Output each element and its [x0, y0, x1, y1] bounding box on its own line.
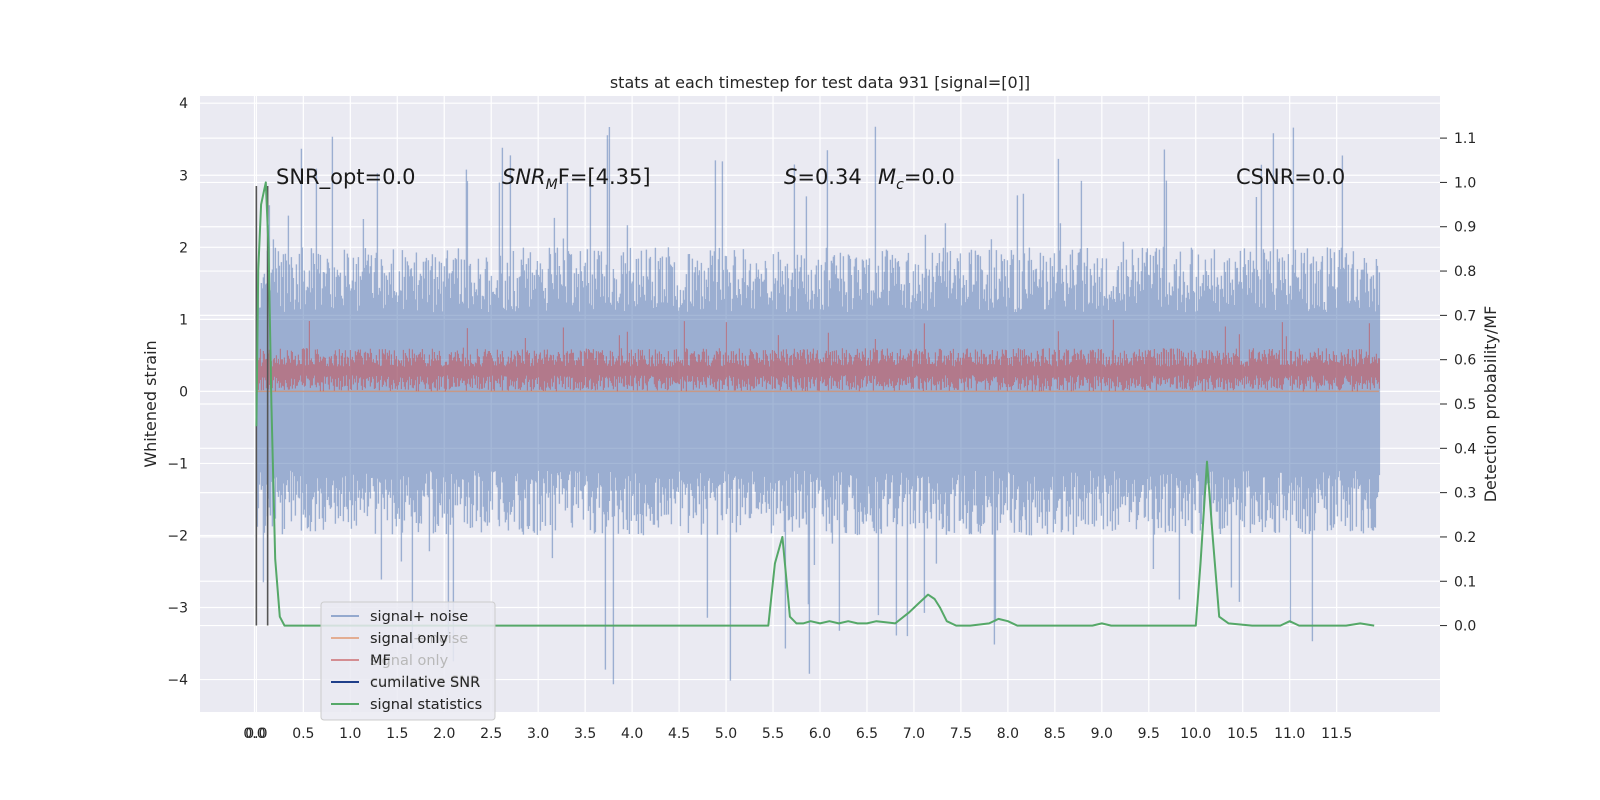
legend-ghost-3: signal statistics [370, 697, 482, 713]
mc-tail: =0.0 [904, 165, 955, 189]
mc-main: M [878, 165, 896, 189]
tick-labels: 0.0 0.0 0.5 1.0 1.5 2.0 2.5 3.0 3.5 4.0 4.5 5.0 5.5 6… [167, 96, 1476, 742]
y-tick-label: 3 [179, 168, 188, 184]
x-tick-label: 11.5 [1321, 726, 1352, 742]
y2-tick-label: 0.3 [1454, 486, 1476, 502]
y2-tick-label: 0.5 [1454, 397, 1476, 413]
x-tick-label: 3.0 [527, 726, 549, 742]
x-tick-label: 6.5 [856, 726, 878, 742]
legend-label-signal-noise: signal+ noise [370, 609, 468, 625]
y2-tick-label: 0.6 [1454, 353, 1476, 369]
y-axis-label: Whitened strain [141, 340, 160, 467]
snr-mf-sub: M [546, 177, 558, 193]
snr-mf-tail: F=[4.35] [558, 165, 651, 189]
annotation-csnr: CSNR=0.0 [1236, 165, 1345, 189]
y2-tick-label: 0.4 [1454, 441, 1476, 457]
x-tick-label: 6.0 [809, 726, 831, 742]
x-tick-label: 1.0 [339, 726, 361, 742]
legend-label-cumulative-snr: cumilative SNR [370, 675, 480, 691]
y-tick-label: −1 [167, 456, 188, 472]
legend-ghost-1: signal only [370, 653, 449, 669]
y2-tick-label: 1.0 [1454, 175, 1476, 191]
x-tick-label: 10.5 [1227, 726, 1258, 742]
x-tick-label: 0.0 [243, 726, 265, 742]
legend-box [320, 601, 496, 721]
x-tick-label: 2.5 [480, 726, 502, 742]
x-tick-label: 0.5 [292, 726, 314, 742]
x-tick-label: 9.0 [1091, 726, 1113, 742]
x-tick-label: 5.5 [762, 726, 784, 742]
x-tick-label: 4.5 [668, 726, 690, 742]
y2-tick-label: 0.8 [1454, 264, 1476, 280]
legend-ghost-2: cumilative SNR [370, 674, 480, 690]
x-tick-label: 11.0 [1274, 726, 1305, 742]
legend-label-mf: MF [370, 653, 391, 669]
annotation-snr-opt: SNR_opt=0.0 [276, 165, 416, 190]
y2-tick-label: 0.2 [1454, 530, 1476, 546]
x-tick-label: 10.0 [1180, 726, 1211, 742]
x-tick-label: 3.5 [574, 726, 596, 742]
x-tick-label: 2.0 [433, 726, 455, 742]
x-tick-label: 1.5 [386, 726, 408, 742]
x-tick-label: 5.0 [715, 726, 737, 742]
y-tick-label: 1 [179, 312, 188, 328]
snr-mf-main: SNR [502, 165, 546, 189]
y2-tick-label: 1.1 [1454, 131, 1476, 147]
legend-ghost-0: signal+ noise [370, 631, 468, 647]
s-main: S [784, 165, 797, 189]
x-tick-label: 8.5 [1044, 726, 1066, 742]
mc-sub: c [896, 177, 904, 193]
y2-tick-label: 0.7 [1454, 308, 1476, 324]
annotation-mc: Mc=0.0 [878, 165, 955, 193]
y-tick-label: −4 [167, 673, 188, 689]
y2-tick-label: 0.1 [1454, 574, 1476, 590]
x-tick-label: 9.5 [1138, 726, 1160, 742]
y-tick-label: 0 [179, 384, 188, 400]
legend-label-signal-only: signal only [370, 631, 449, 647]
y2-tick-label: 0.0 [1454, 619, 1476, 635]
y-tick-label: 2 [179, 240, 188, 256]
y-tick-label: 4 [179, 96, 188, 112]
annotation-snr-mf: SNRMF=[4.35] [502, 165, 651, 193]
s-tail: =0.34 [797, 165, 861, 189]
y-tick-label: −3 [167, 601, 188, 617]
annotation-s: S=0.34 [784, 165, 862, 189]
x-tick-label: 0.0 [245, 726, 267, 742]
legend-label-signal-statistics: signal statistics [370, 697, 482, 713]
x-tick-label: 8.0 [997, 726, 1019, 742]
x-tick-label: 4.0 [621, 726, 643, 742]
y-tick-label: −2 [167, 528, 188, 544]
x-tick-label: 7.5 [950, 726, 972, 742]
chart-title: stats at each timestep for test data 931… [610, 73, 1030, 92]
x-tick-label: 7.0 [903, 726, 925, 742]
y2-tick-label: 0.9 [1454, 220, 1476, 236]
y2-axis-label: Detection probability/MF [1481, 306, 1500, 503]
legend: signal+ noise signal only cumilative SNR… [320, 601, 496, 721]
